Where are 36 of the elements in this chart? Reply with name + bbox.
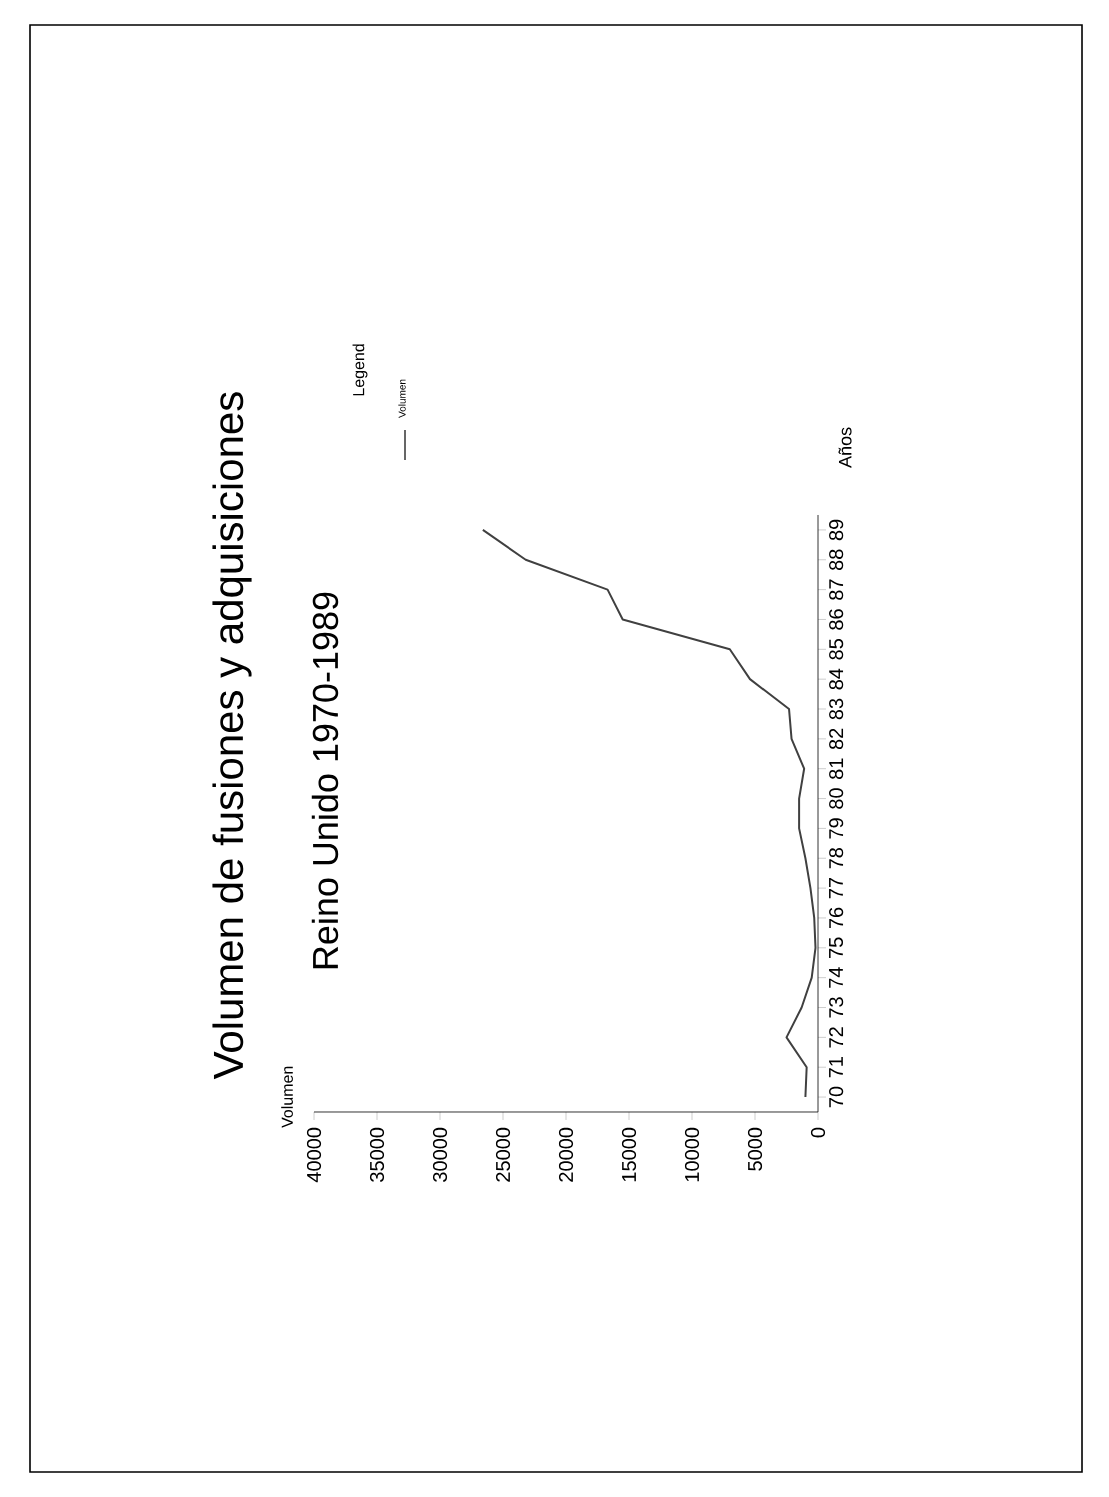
x-tick-label: 15000 [621,1127,637,1182]
text: Volumen [398,379,406,418]
x-tick-label: 0 [810,1127,826,1138]
text: Reino Unido 1970-1989 [311,592,339,969]
y-tick-label: 85 [829,639,844,660]
x-tick-label: 5000 [747,1127,763,1171]
legend-title: Legend [352,344,368,396]
y-tick-label: 86 [829,609,844,630]
y-tick-label: 82 [829,728,844,750]
x-tick-label: 35000 [369,1127,385,1182]
y-tick-label: 72 [829,1027,844,1048]
x-tick-label: 25000 [495,1127,511,1182]
y-tick-label: 70 [829,1086,844,1108]
y-tick-label: 75 [829,937,844,958]
text: Volumen de fusiones y adquisiciones [212,392,252,1080]
y-tick-label: 73 [829,997,844,1018]
y-tick-label: 78 [829,848,844,869]
y-tick-label: 77 [829,877,843,899]
y-tick-label: 87 [829,579,844,600]
y-tick-label: 89 [829,519,844,541]
text: Volumen [281,1066,293,1128]
x-tick-label: 40000 [306,1127,322,1183]
y-tick-label: 83 [829,698,844,720]
y-tick-label: 81 [829,758,844,779]
y-axis-title: Años [838,427,852,468]
y-tick-label: 79 [829,818,844,839]
y-tick-label: 71 [829,1057,843,1078]
x-tick-label: 20000 [558,1127,574,1182]
y-tick-label: 80 [829,788,844,809]
y-tick-label: 74 [829,967,843,988]
y-tick-label: 84 [829,668,844,690]
y-tick-label: 76 [829,907,844,929]
x-tick-label: 30000 [432,1127,448,1182]
y-tick-label: 88 [829,549,844,571]
x-tick-label: 10000 [684,1127,700,1182]
line-series [481,528,817,1099]
